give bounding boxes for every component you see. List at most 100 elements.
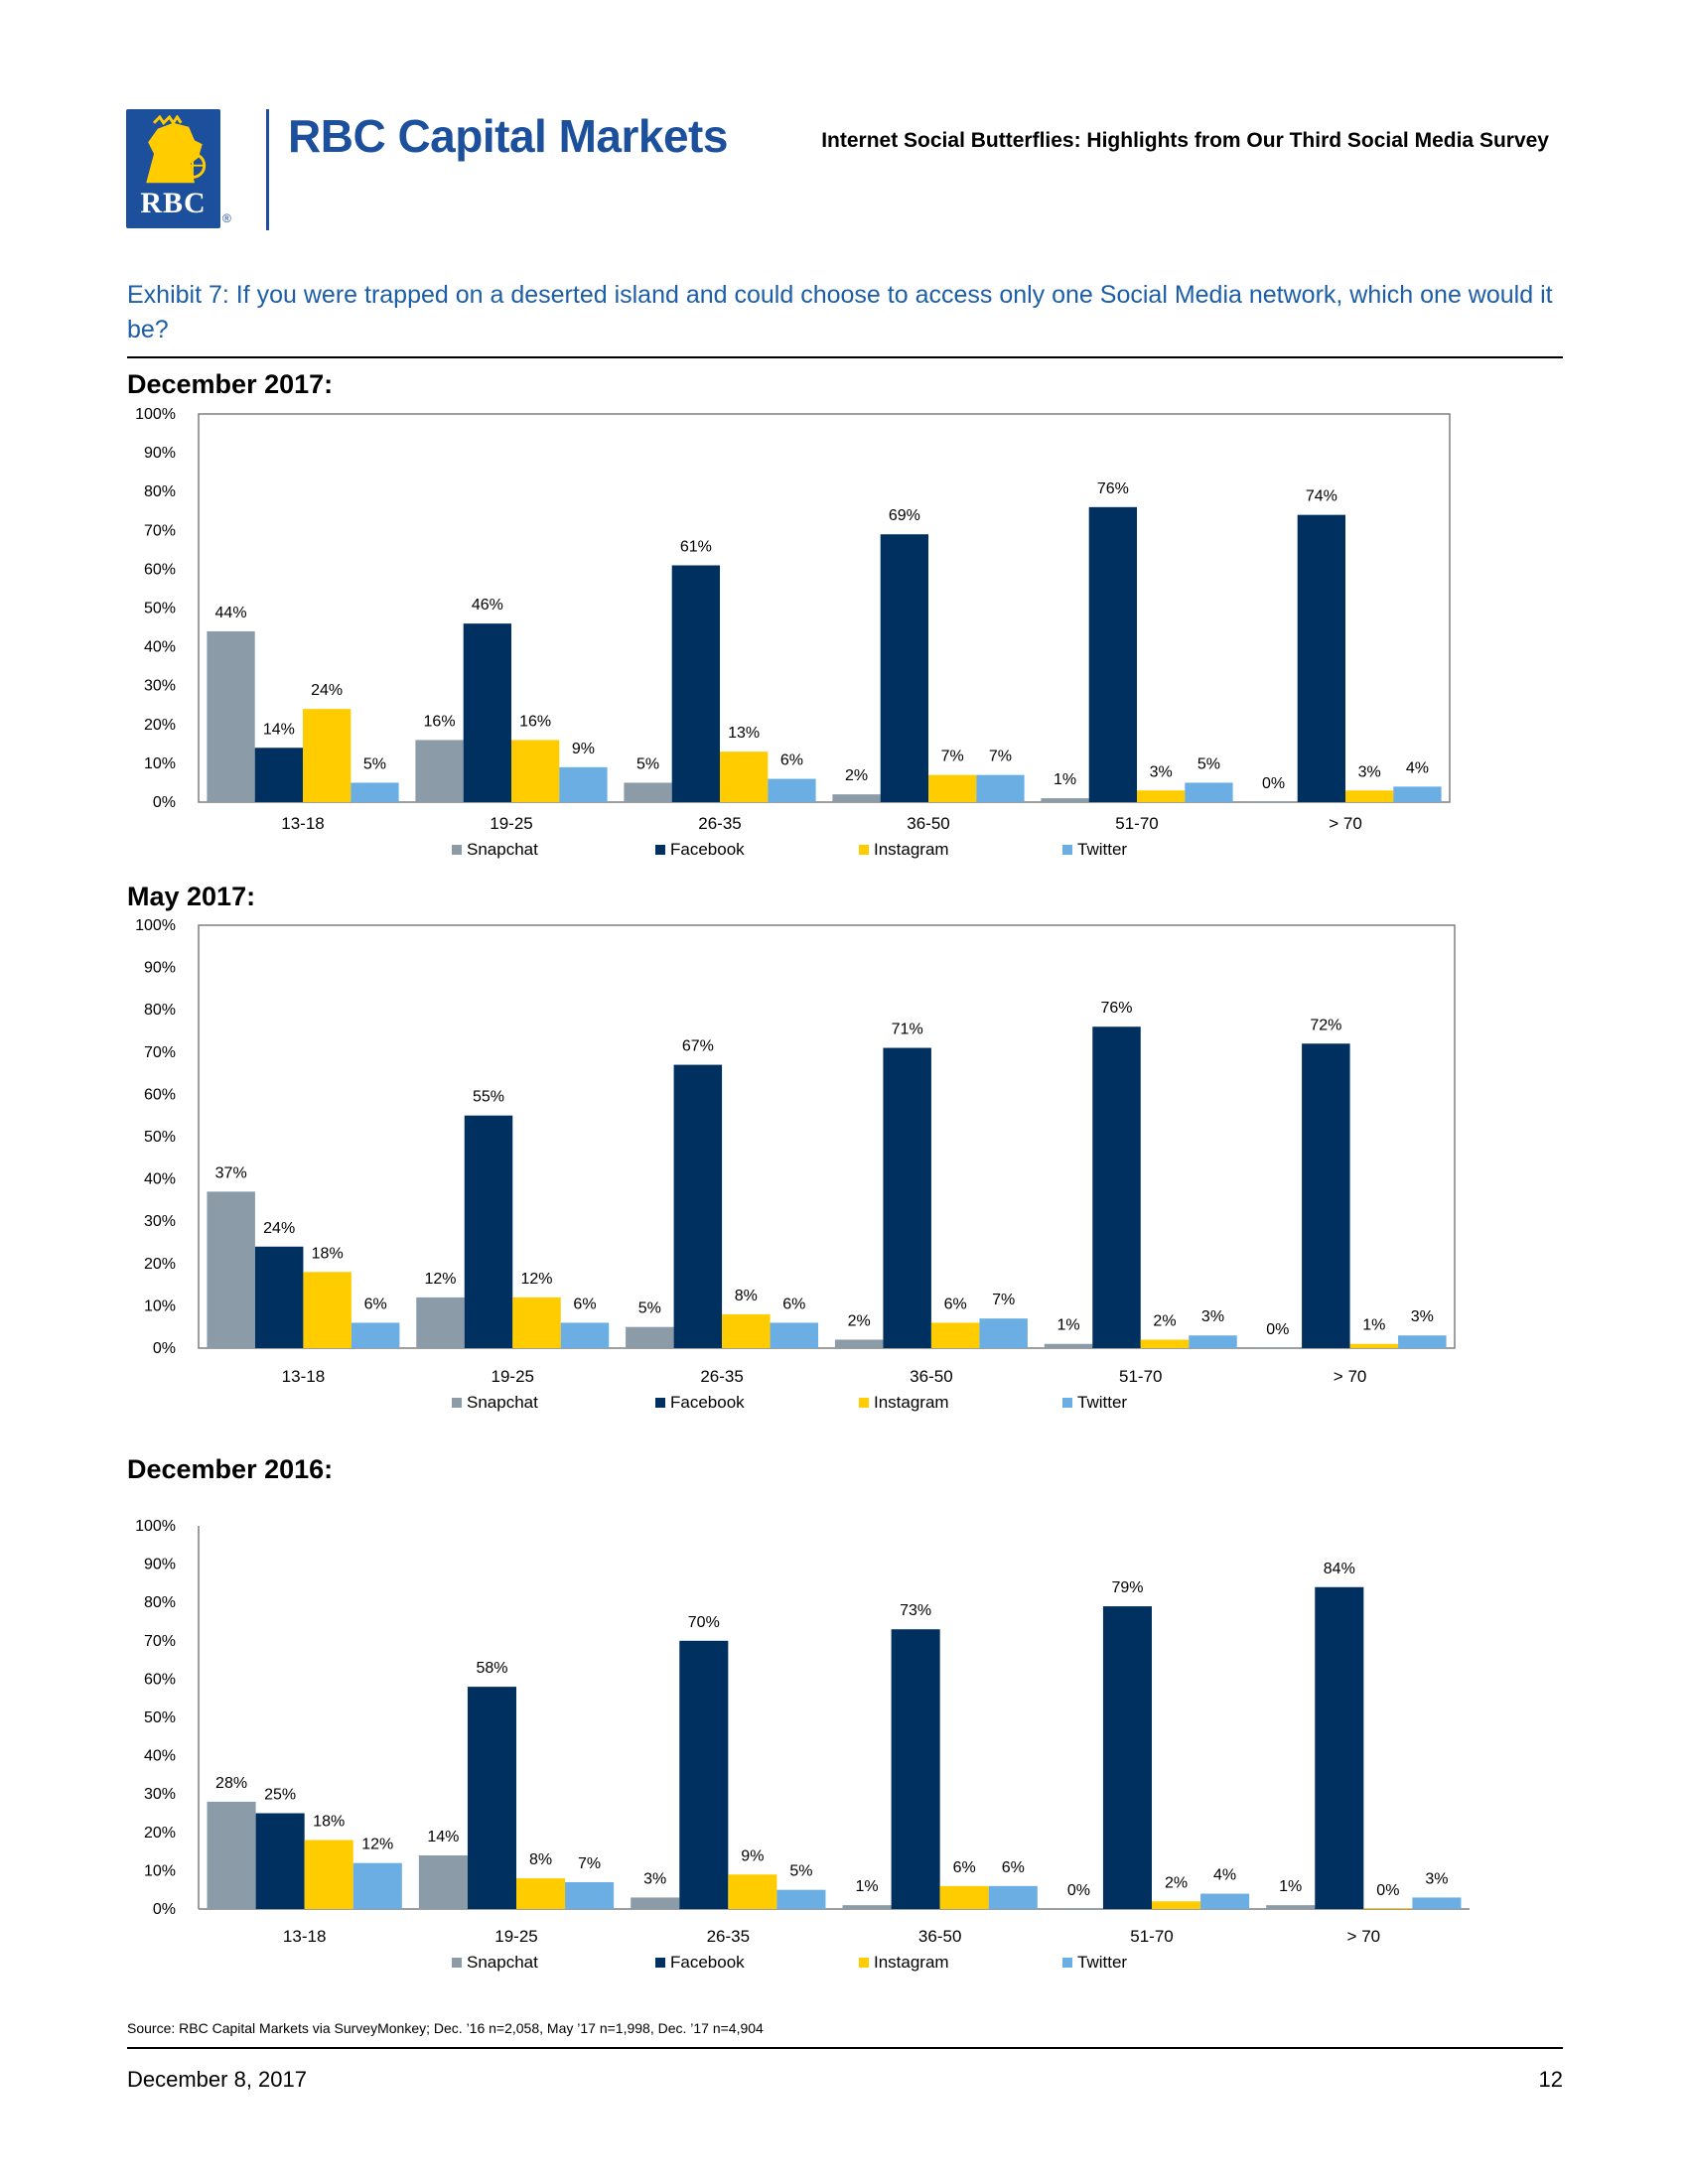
data-label: 84% <box>1324 1561 1355 1577</box>
bar-instagram <box>720 751 769 802</box>
bar-twitter <box>776 1889 826 1909</box>
legend-swatch <box>452 845 462 855</box>
bar-instagram <box>512 1297 561 1348</box>
bar-facebook <box>673 1064 723 1348</box>
chart-title-dec-2017: December 2017: <box>127 369 334 399</box>
bar-snapchat <box>624 782 672 802</box>
data-label: 6% <box>944 1296 967 1312</box>
exhibit-title: Exhibit 7: If you were trapped on a dese… <box>127 281 1553 343</box>
legend-swatch <box>859 1958 869 1968</box>
data-label: 9% <box>741 1847 764 1864</box>
bar-snapchat <box>1266 1905 1316 1909</box>
page-number: 12 <box>1538 2067 1563 2092</box>
category-label: 19-25 <box>490 814 532 833</box>
data-label: 74% <box>1306 488 1337 505</box>
legend-swatch <box>655 1958 665 1968</box>
data-label: 28% <box>215 1775 247 1792</box>
data-label: 7% <box>989 749 1012 765</box>
legend-label: Twitter <box>1077 1953 1127 1972</box>
data-label: 13% <box>728 725 760 742</box>
chart-dec-2017: 0% 10% 20% 30% 40% 50% 60% 70% 80% 90% 100% 44% 14% 2… <box>135 406 1451 859</box>
category-label: > 70 <box>1329 814 1362 833</box>
data-label: 61% <box>680 538 712 555</box>
bar-instagram <box>1363 1908 1413 1909</box>
logo-text: RBC <box>140 187 207 219</box>
y-tick-label: 30% <box>144 678 176 695</box>
data-label: 18% <box>313 1814 345 1831</box>
bar-facebook <box>467 1687 516 1909</box>
data-label: 5% <box>789 1863 812 1880</box>
data-label: 3% <box>643 1870 666 1887</box>
data-label: 46% <box>472 597 503 614</box>
bar-instagram <box>930 1322 980 1348</box>
rbc-logo: RBC <box>126 109 220 228</box>
data-label: 0% <box>1376 1882 1399 1899</box>
data-label: 1% <box>1362 1317 1385 1334</box>
data-label: 4% <box>1406 759 1429 776</box>
y-tick-label: 70% <box>144 522 176 539</box>
category-label: > 70 <box>1347 1927 1381 1946</box>
y-tick-label: 50% <box>144 1709 176 1726</box>
data-label: 2% <box>1165 1874 1188 1891</box>
data-label: 3% <box>1358 763 1381 780</box>
registered-mark: ® <box>222 211 231 225</box>
data-label: 6% <box>1002 1859 1025 1876</box>
y-tick-label: 10% <box>144 1862 176 1879</box>
chart-dec-2016: 0% 10% 20% 30% 40% 50% 60% 70% 80% 90% 100% 28% 25% 1… <box>135 1518 1470 1972</box>
legend-label: Twitter <box>1077 840 1127 859</box>
category-label: 13-18 <box>282 1367 325 1386</box>
data-label: 16% <box>424 713 456 730</box>
bar-instagram <box>1140 1339 1190 1348</box>
y-tick-label: 80% <box>144 483 176 500</box>
document-title: Internet Social Butterflies: Highlights … <box>821 129 1549 152</box>
bar-twitter <box>1185 782 1233 802</box>
y-tick-label: 80% <box>144 1594 176 1611</box>
legend-swatch <box>859 1398 869 1408</box>
bar-twitter <box>565 1881 615 1909</box>
bar-facebook <box>254 1246 304 1348</box>
brand-name: RBC Capital Markets <box>288 110 728 162</box>
y-tick-label: 90% <box>144 445 176 462</box>
bar-snapchat <box>832 794 881 802</box>
category-label: 19-25 <box>492 1367 534 1386</box>
data-label: 5% <box>1197 755 1220 772</box>
y-tick-label: 10% <box>144 755 176 772</box>
data-label: 44% <box>215 605 247 621</box>
data-label: 76% <box>1100 1000 1132 1017</box>
y-tick-label: 10% <box>144 1297 176 1314</box>
bar-snapchat <box>834 1339 884 1348</box>
y-tick-label: 0% <box>153 1340 176 1357</box>
data-label: 2% <box>848 1312 871 1329</box>
legend-swatch <box>452 1958 462 1968</box>
bar-snapchat <box>415 740 464 802</box>
bar-instagram <box>1152 1901 1201 1909</box>
data-label: 5% <box>636 755 659 772</box>
bar-instagram <box>304 1840 353 1909</box>
category-label: 36-50 <box>918 1927 961 1946</box>
data-label: 8% <box>735 1288 758 1304</box>
bar-snapchat <box>416 1297 465 1348</box>
bar-facebook <box>880 534 928 802</box>
category-label: 36-50 <box>910 1367 952 1386</box>
bar-instagram <box>939 1885 989 1909</box>
footer-rule <box>127 2047 1563 2049</box>
category-label: 26-35 <box>700 1367 743 1386</box>
legend-swatch <box>655 845 665 855</box>
data-label: 55% <box>473 1089 504 1106</box>
data-label: 1% <box>1279 1878 1302 1895</box>
y-tick-label: 90% <box>144 1557 176 1573</box>
bar-facebook <box>254 748 303 802</box>
data-label: 7% <box>992 1292 1015 1308</box>
legend-label: Facebook <box>670 1953 745 1972</box>
category-label: 51-70 <box>1115 814 1158 833</box>
y-tick-label: 50% <box>144 1129 176 1146</box>
bar-twitter <box>1398 1335 1447 1348</box>
plot-frame <box>198 924 1456 1349</box>
bar-instagram <box>303 1272 352 1348</box>
bar-instagram <box>511 740 560 802</box>
data-label: 18% <box>312 1245 344 1262</box>
data-label: 0% <box>1067 1882 1090 1899</box>
legend-swatch <box>1062 1958 1072 1968</box>
data-label: 25% <box>264 1787 296 1804</box>
y-tick-label: 40% <box>144 1748 176 1765</box>
